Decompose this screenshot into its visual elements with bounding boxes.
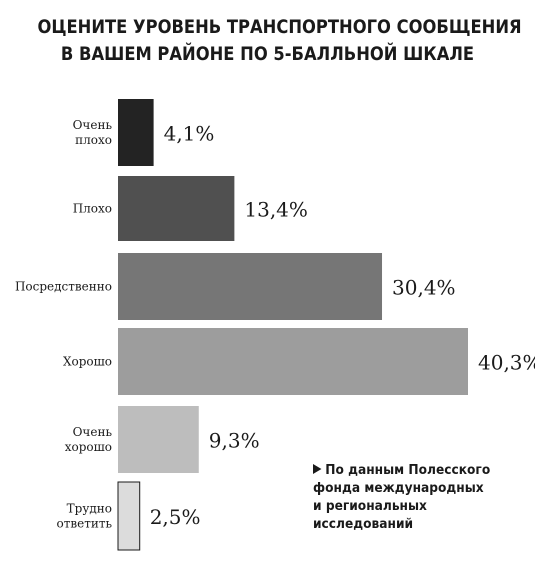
value-label-4: 9,3% [209,429,260,453]
value-label-5: 2,5% [150,505,201,529]
category-label-1: Плохо [73,202,112,216]
arrow-right-icon [313,464,322,474]
source-note-line-4: исследований [313,517,414,532]
value-label-3: 40,3% [478,351,535,375]
value-label-2: 30,4% [392,276,456,300]
bar-3 [118,328,468,395]
bar-4 [118,406,199,473]
source-note-line-2: фонда международных [313,481,484,496]
source-note-line-3: и региональных [313,499,427,514]
chart-title-line-1: ОЦЕНИТЕ УРОВЕНЬ ТРАНСПОРТНОГО СООБЩЕНИЯ [37,16,522,38]
source-note: По данным Полесского фонда международных… [313,462,520,534]
category-label-2: Посредственно [15,280,112,294]
source-note-line-1: По данным Полесского [313,462,520,480]
bar-2 [118,253,383,320]
chart-title-line-2: В ВАШЕМ РАЙОНЕ ПО 5-БАЛЛЬНОЙ ШКАЛЕ [60,43,475,65]
category-label-4: Очень хорошо [65,425,113,454]
value-label-0: 4,1% [164,122,215,146]
category-label-5: Трудно ответить [56,502,112,531]
bar-1 [118,176,235,241]
chart-title: ОЦЕНИТЕ УРОВЕНЬ ТРАНСПОРТНОГО СООБЩЕНИЯ … [37,14,522,68]
bar-0 [118,99,154,166]
category-label-0: Очень плохо [73,118,113,147]
category-label-3: Хорошо [63,355,112,369]
value-label-1: 13,4% [244,198,308,222]
bar-5 [117,481,141,551]
